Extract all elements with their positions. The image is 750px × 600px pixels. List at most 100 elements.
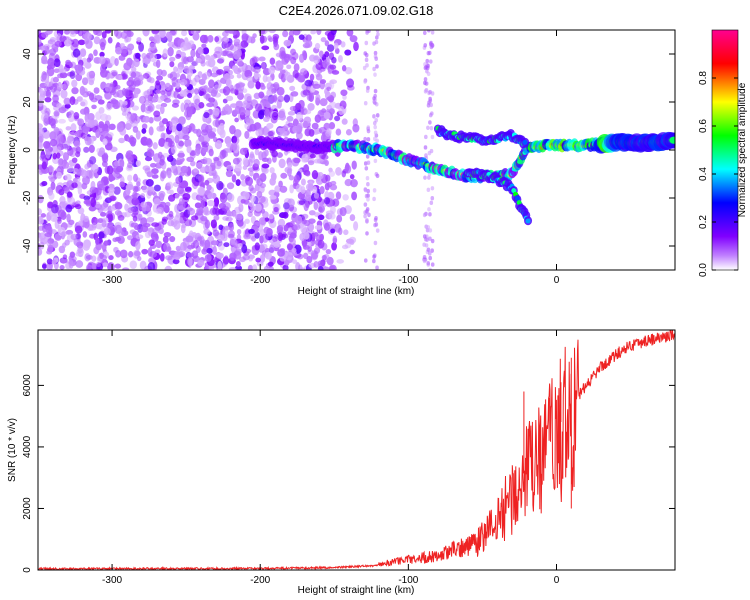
spectrogram-cell [246, 76, 254, 82]
spectrogram-cell [276, 86, 285, 96]
spectrogram-cell [271, 111, 279, 121]
spectrogram-cell [267, 130, 274, 137]
spectrogram-cell [273, 241, 280, 248]
spectrogram-cell [41, 161, 47, 170]
spectrogram-cell [130, 112, 136, 123]
spectrogram-cell [216, 68, 224, 75]
spectrogram-cell [149, 162, 157, 168]
spectrogram-cell [328, 122, 336, 130]
spectrogram-cell [201, 141, 210, 148]
spectrogram-cell [296, 125, 303, 134]
spectrogram-cell [317, 214, 325, 221]
spectrogram-cell [56, 152, 61, 159]
spectrogram-cell [159, 154, 165, 163]
spectrogram-cell [289, 85, 296, 91]
x-tick-label: -300 [102, 275, 122, 286]
spectrogram-cell [191, 215, 199, 221]
spectrogram-cell [180, 102, 186, 113]
spectrogram-cell [158, 190, 166, 198]
spectrogram-cell [196, 207, 204, 216]
spectrogram-cell [217, 260, 223, 270]
spectrogram-cell [47, 237, 55, 245]
spectrogram-cell [57, 217, 62, 225]
spectrogram-cell [426, 225, 431, 230]
spectrogram-cell [142, 115, 151, 123]
spectrogram-cell [366, 137, 371, 142]
spectrogram-cell [210, 219, 217, 229]
spectrogram-cell [104, 91, 112, 100]
spectrogram-cell [262, 100, 271, 108]
spectrogram-cell [290, 56, 297, 65]
spectrogram-cell [148, 239, 155, 247]
spectrogram-cell [207, 35, 214, 43]
spectrogram-cell [46, 262, 53, 270]
spectrogram-cell [319, 98, 328, 107]
spectrogram-cell [266, 81, 274, 91]
spectrogram-cell [98, 121, 105, 129]
spectrogram-cell [261, 157, 269, 162]
spectrogram-cell [56, 146, 62, 153]
spectrogram-cell [126, 119, 133, 129]
spectrogram-cell [335, 128, 342, 136]
spectrogram-cell [234, 265, 243, 270]
spectrogram-cell [324, 40, 330, 47]
spectrogram-cell [313, 201, 319, 211]
spectrogram-cell [422, 258, 427, 264]
spectrogram-cell [313, 192, 320, 199]
spectrogram-cell [47, 244, 54, 253]
spectrogram-cell [261, 61, 266, 70]
spectrogram-cell [208, 97, 216, 103]
spectrogram-cell [428, 236, 432, 241]
spectrogram-cell [244, 69, 253, 78]
spectrogram-cell [262, 211, 269, 219]
spectrogram-cell [105, 114, 112, 121]
spectrogram-cell [128, 76, 134, 83]
spectrogram-cell [313, 54, 320, 65]
y-tick-label: 0 [22, 567, 33, 573]
spectrogram-cell [257, 195, 266, 204]
spectrogram-cell [300, 224, 307, 234]
spectrogram-cell [175, 212, 181, 218]
spectrogram-cell [366, 160, 371, 165]
spectrogram-cell [187, 207, 196, 216]
spectrogram-cell [156, 75, 163, 81]
spectrogram-cell [93, 30, 101, 34]
spectrogram-cell [203, 210, 211, 216]
spectrogram-cell [249, 123, 257, 132]
spectrogram-cell [229, 125, 236, 135]
spectrogram-cell [242, 165, 248, 170]
spectrogram-cell [223, 65, 231, 71]
spectrogram-cell [344, 66, 353, 75]
spectrogram-cell [299, 267, 306, 270]
spectrogram-cell [258, 91, 265, 99]
spectrogram-cell [158, 227, 164, 235]
spectrogram-cell [151, 222, 160, 227]
spectrogram-cell [326, 44, 335, 52]
spectrogram-cell [335, 166, 342, 176]
spectrogram-cell [323, 197, 331, 205]
spectrogram-cell [305, 39, 313, 48]
spectrogram-cell [160, 132, 166, 140]
spectrogram-cell [269, 195, 277, 200]
spectrogram-cell [86, 71, 95, 79]
spectrogram-cell [319, 79, 326, 90]
spectrogram-cell [242, 157, 250, 167]
spectrogram-cell [152, 227, 160, 235]
spectrogram-cell [128, 251, 134, 258]
spectrogram-cell [234, 164, 242, 172]
spectrogram-cell [39, 133, 44, 144]
spectrogram-cell [120, 103, 128, 113]
spectrogram-cell [158, 137, 166, 148]
spectrogram-cell [206, 184, 212, 191]
spectrogram-cell [64, 239, 70, 246]
spectrogram-cell [173, 254, 181, 260]
spectrogram-cell [59, 265, 65, 270]
spectrogram-cell [373, 50, 378, 56]
spectrogram-cell [40, 213, 47, 218]
spectrogram-cell [321, 154, 329, 160]
spectrogram-cell [38, 248, 43, 256]
spectrogram-cell [151, 174, 159, 179]
spectrogram-cell [63, 152, 68, 157]
spectrogram-cell [202, 47, 210, 55]
spectrogram-cell [303, 219, 311, 227]
